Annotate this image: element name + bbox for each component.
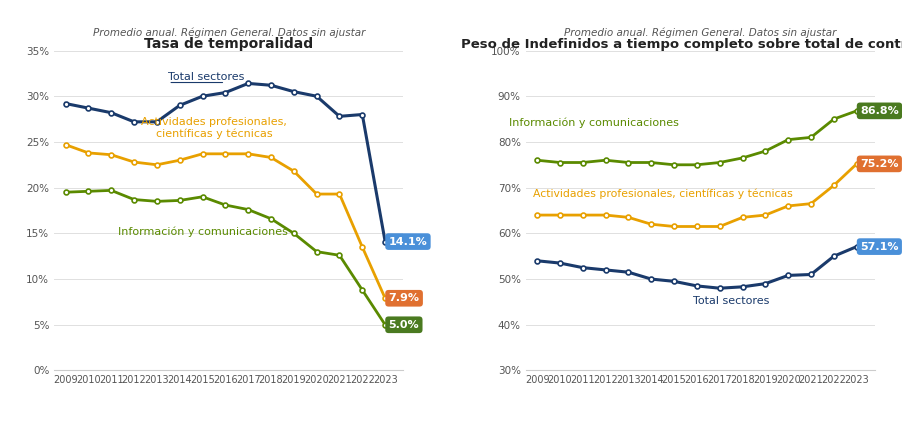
Text: Promedio anual. Régimen General. Datos sin ajustar: Promedio anual. Régimen General. Datos s… bbox=[93, 27, 365, 38]
Text: 75.2%: 75.2% bbox=[861, 159, 898, 169]
Text: Total sectores: Total sectores bbox=[693, 296, 769, 306]
Text: 57.1%: 57.1% bbox=[861, 242, 898, 252]
Text: Promedio anual. Régimen General. Datos sin ajustar: Promedio anual. Régimen General. Datos s… bbox=[564, 27, 836, 38]
Text: Actividades profesionales, científicas y técnicas: Actividades profesionales, científicas y… bbox=[533, 188, 793, 199]
Text: Total sectores: Total sectores bbox=[169, 72, 244, 82]
Text: Actividades profesionales,
científicas y técnicas: Actividades profesionales, científicas y… bbox=[141, 117, 287, 139]
Text: 14.1%: 14.1% bbox=[389, 237, 428, 247]
Title: Tasa de temporalidad: Tasa de temporalidad bbox=[144, 37, 313, 51]
Text: 7.9%: 7.9% bbox=[389, 293, 419, 303]
Text: 5.0%: 5.0% bbox=[389, 320, 419, 330]
Text: Información y comunicaciones: Información y comunicaciones bbox=[510, 117, 679, 128]
Text: Información y comunicaciones: Información y comunicaciones bbox=[117, 226, 288, 237]
Title: Peso de Indefinidos a tiempo completo sobre total de contratos: Peso de Indefinidos a tiempo completo so… bbox=[461, 37, 902, 51]
Text: 86.8%: 86.8% bbox=[861, 106, 899, 116]
